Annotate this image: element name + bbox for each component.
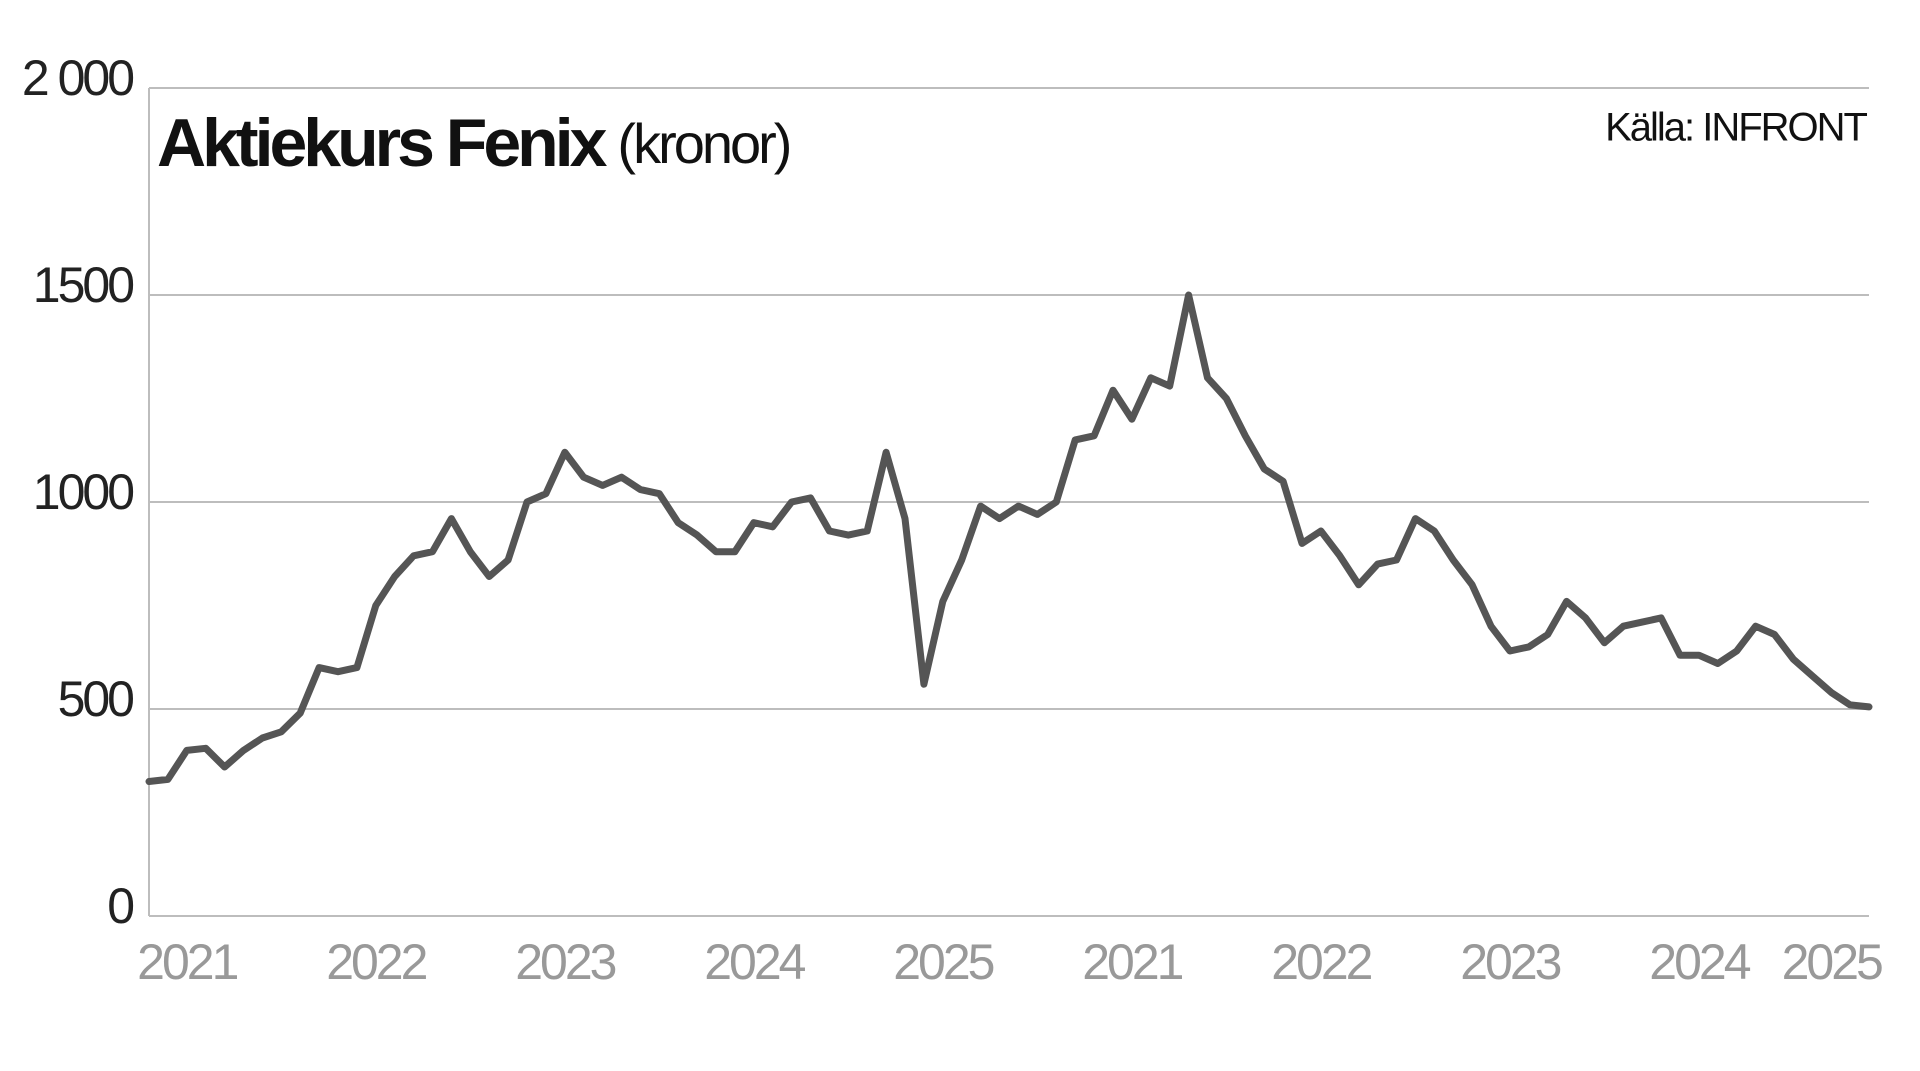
x-tick-label: 2023 — [515, 934, 615, 990]
x-tick-label: 2023 — [1460, 934, 1560, 990]
title: Aktiekurs Fenix — [157, 105, 608, 181]
y-tick-label: 1500 — [33, 257, 133, 313]
subtitle: (kronor) — [617, 112, 789, 175]
x-tick-label: 2024 — [1649, 934, 1750, 990]
x-tick-label: 2025 — [893, 934, 993, 990]
y-tick-label: 1000 — [33, 464, 133, 520]
price-line — [145, 291, 1873, 785]
x-tick-label: 2024 — [704, 934, 805, 990]
x-tick-label: 2025 — [1782, 934, 1882, 990]
chart-title: Aktiekurs Fenix (kronor) — [157, 105, 790, 181]
x-tick-label: 2022 — [1271, 934, 1371, 990]
y-tick-label: 500 — [58, 671, 134, 727]
x-tick-label: 2021 — [137, 934, 237, 990]
source: Källa: INFRONT — [1605, 106, 1867, 150]
y-tick-label: 0 — [107, 878, 133, 934]
y-tick-label: 2 000 — [22, 50, 133, 106]
x-tick-label: 2021 — [1082, 934, 1182, 990]
x-tick-label: 2022 — [326, 934, 426, 990]
